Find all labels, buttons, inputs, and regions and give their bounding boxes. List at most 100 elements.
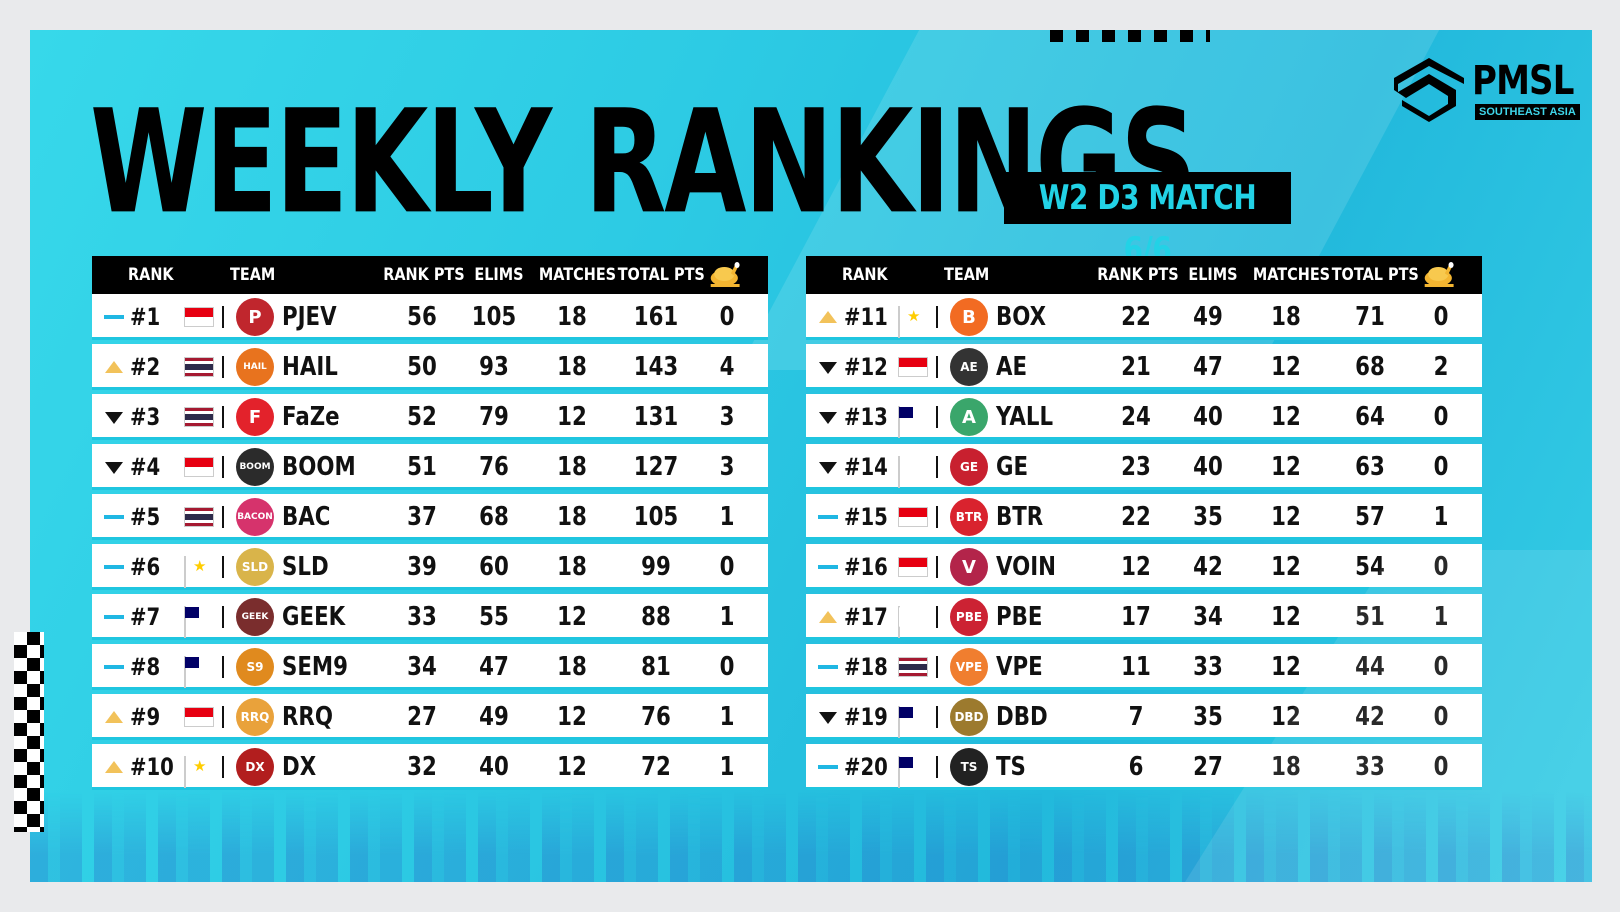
- team-name: BOOM: [282, 452, 356, 482]
- team-name: AE: [996, 352, 1028, 382]
- rank-points: 52: [407, 402, 437, 432]
- team-logo-icon: AE: [950, 348, 988, 386]
- rank-points: 56: [407, 302, 437, 332]
- trend-up-icon: [818, 308, 838, 326]
- chicken-dinners: 0: [1433, 452, 1449, 482]
- elims: 40: [1193, 452, 1223, 482]
- rank-points: 27: [407, 702, 437, 732]
- elims: 79: [479, 402, 509, 432]
- total-points: 44: [1355, 652, 1385, 682]
- team-logo-icon: SLD: [236, 548, 274, 586]
- divider: [222, 356, 224, 378]
- trend-up-icon: [818, 608, 838, 626]
- matches: 12: [1271, 452, 1301, 482]
- header-total-pts: TOTAL PTS: [617, 265, 705, 285]
- header-team: TEAM: [943, 265, 990, 285]
- rank-position: #8: [130, 653, 161, 681]
- header-rank-pts: RANK PTS: [1097, 265, 1179, 285]
- elims: 42: [1193, 552, 1223, 582]
- trend-same-icon: [818, 558, 838, 576]
- divider: [222, 706, 224, 728]
- rank-position: #7: [130, 603, 161, 631]
- rank-points: 51: [407, 452, 437, 482]
- divider: [222, 506, 224, 528]
- divider: [936, 706, 938, 728]
- country-flag-icon: [184, 606, 186, 638]
- team-name: HAIL: [282, 352, 338, 382]
- table-row: #14 GE GE 23 40 12 63 0: [806, 444, 1482, 490]
- country-flag-icon: [184, 656, 186, 688]
- matches: 18: [557, 302, 587, 332]
- total-points: 63: [1355, 452, 1385, 482]
- trend-same-icon: [818, 508, 838, 526]
- rank-points: 23: [1121, 452, 1151, 482]
- trend-same-icon: [104, 608, 124, 626]
- matches: 12: [1271, 552, 1301, 582]
- chicken-dinners: 3: [719, 402, 735, 432]
- table-row: #15 BTR BTR 22 35 12 57 1: [806, 494, 1482, 540]
- table-row: #5 BACON BAC 37 68 18 105 1: [92, 494, 768, 540]
- header-rank: RANK: [842, 265, 888, 285]
- total-points: 131: [633, 402, 679, 432]
- rank-points: 7: [1128, 702, 1144, 732]
- rank-position: #9: [130, 703, 161, 731]
- matches: 12: [557, 752, 587, 782]
- trend-up-icon: [104, 758, 124, 776]
- total-points: 76: [641, 702, 671, 732]
- rank-position: #4: [130, 453, 161, 481]
- team-name: SEM9: [282, 652, 348, 682]
- trend-same-icon: [818, 658, 838, 676]
- rank-points: 12: [1121, 552, 1151, 582]
- total-points: 81: [641, 652, 671, 682]
- table-row: #10 DX DX 32 40 12 72 1: [92, 744, 768, 790]
- total-points: 54: [1355, 552, 1385, 582]
- rank-position: #6: [130, 553, 161, 581]
- total-points: 105: [633, 502, 679, 532]
- chicken-dinners: 0: [1433, 752, 1449, 782]
- divider: [222, 756, 224, 778]
- country-flag-icon: [898, 557, 928, 577]
- team-logo-icon: PBE: [950, 598, 988, 636]
- team-name: PJEV: [282, 302, 337, 332]
- country-flag-icon: [898, 657, 928, 677]
- header-total-pts: TOTAL PTS: [1331, 265, 1419, 285]
- team-logo-icon: BOOM: [236, 448, 274, 486]
- team-logo-icon: F: [236, 398, 274, 436]
- total-points: 71: [1355, 302, 1385, 332]
- elims: 47: [1193, 352, 1223, 382]
- elims: 105: [471, 302, 517, 332]
- elims: 47: [479, 652, 509, 682]
- trend-down-icon: [818, 408, 838, 426]
- matches: 18: [557, 652, 587, 682]
- total-points: 161: [633, 302, 679, 332]
- rank-position: #18: [844, 653, 888, 681]
- matches: 12: [1271, 652, 1301, 682]
- rank-points: 11: [1121, 652, 1151, 682]
- team-logo-icon: V: [950, 548, 988, 586]
- table-row: #7 GEEK GEEK 33 55 12 88 1: [92, 594, 768, 640]
- checker-pattern-top: [1050, 30, 1210, 42]
- table-row: #16 V VOIN 12 42 12 54 0: [806, 544, 1482, 590]
- table-row: #1 P PJEV 56 105 18 161 0: [92, 294, 768, 340]
- rankings-poster: WEEKLY RANKINGS W2 D3 MATCH 6/6 PMSL SOU…: [30, 30, 1592, 882]
- matches: 12: [1271, 602, 1301, 632]
- elims: 34: [1193, 602, 1223, 632]
- header-elims: ELIMS: [1188, 265, 1238, 285]
- team-name: YALL: [996, 402, 1054, 432]
- rank-position: #13: [844, 403, 888, 431]
- matches: 12: [557, 702, 587, 732]
- country-flag-icon: [898, 606, 900, 638]
- chicken-dinner-icon: [709, 256, 743, 302]
- trend-same-icon: [104, 508, 124, 526]
- team-name: BAC: [282, 502, 331, 532]
- divider: [222, 556, 224, 578]
- table-header: RANK TEAM RANK PTS ELIMS MATCHES TOTAL P…: [806, 256, 1482, 294]
- table-body: #1 P PJEV 56 105 18 161 0 #2 HAIL HAIL 50 93 18 143 4 #3…: [92, 294, 768, 790]
- team-name: BOX: [996, 302, 1047, 332]
- country-flag-icon: [898, 507, 928, 527]
- chicken-dinners: 1: [719, 702, 735, 732]
- chicken-dinners: 0: [1433, 702, 1449, 732]
- table-row: #18 VPE VPE 11 33 12 44 0: [806, 644, 1482, 690]
- rank-points: 50: [407, 352, 437, 382]
- city-skyline-decoration: [30, 792, 1592, 882]
